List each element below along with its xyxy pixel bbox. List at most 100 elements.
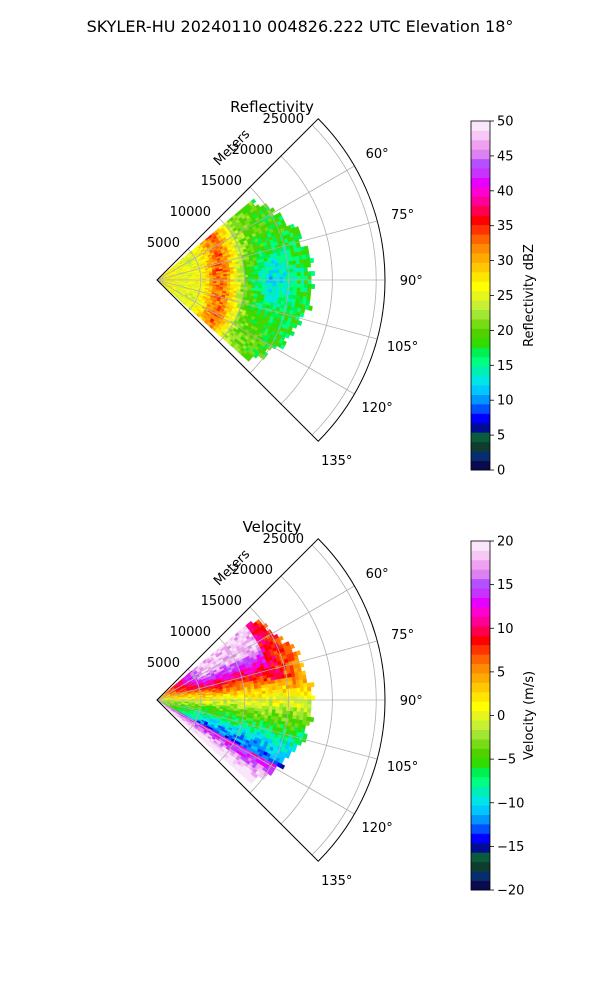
- colorbar-tick-label: −5: [497, 753, 516, 768]
- field-cell: [288, 680, 294, 686]
- field-cell: [307, 275, 312, 281]
- colorbar-swatch: [471, 701, 490, 712]
- colorbar-tick-label: 25: [497, 289, 514, 304]
- colorbar-swatch: [471, 121, 490, 131]
- field-cell: [268, 282, 273, 287]
- field-cell: [261, 273, 266, 278]
- field-cell: [262, 696, 266, 701]
- radial-tick-label: 15000: [201, 174, 242, 189]
- field-cell: [251, 697, 256, 701]
- velocity-field: [156, 619, 315, 785]
- field-cell: [282, 699, 288, 704]
- field-cell: [289, 283, 294, 288]
- theta-tick-label: 60°: [366, 147, 389, 162]
- colorbar-swatch: [471, 432, 490, 443]
- field-cell: [299, 683, 305, 689]
- field-cell: [275, 692, 280, 697]
- field-cell: [275, 696, 281, 701]
- field-cell: [240, 274, 245, 278]
- field-cell: [303, 707, 308, 713]
- colorbar-swatch: [471, 805, 490, 815]
- field-cell: [289, 703, 294, 708]
- field-cell: [258, 276, 263, 281]
- field-cell: [278, 265, 284, 270]
- field-cell: [289, 692, 294, 697]
- field-cell: [293, 691, 298, 697]
- field-cell: [272, 699, 277, 704]
- field-cell: [308, 305, 313, 311]
- radial-tick-label: 10000: [170, 625, 211, 640]
- field-cell: [240, 702, 245, 706]
- field-cell: [309, 716, 315, 723]
- field-cell: [302, 678, 308, 684]
- field-cell: [268, 690, 273, 694]
- field-cell: [310, 270, 316, 276]
- field-cell: [219, 276, 224, 279]
- field-cell: [258, 696, 263, 701]
- field-cell: [254, 271, 259, 275]
- colorbar-swatch: [471, 300, 490, 311]
- field-cell: [254, 268, 259, 273]
- field-cell: [237, 692, 242, 696]
- field-cell: [244, 272, 249, 276]
- field-cell: [282, 276, 288, 281]
- colorbar-swatch: [471, 196, 490, 207]
- field-cell: [261, 687, 266, 692]
- field-cell: [254, 688, 259, 693]
- field-cell: [272, 706, 277, 711]
- field-cell: [282, 265, 287, 270]
- field-cell: [258, 282, 263, 287]
- field-cell: [265, 696, 270, 701]
- field-cell: [226, 275, 231, 279]
- field-cell: [293, 707, 298, 712]
- field-cell: [279, 699, 284, 704]
- colorbar-swatch: [471, 786, 490, 797]
- field-cell: [251, 277, 256, 281]
- field-cell: [307, 708, 312, 714]
- colorbar-swatch: [471, 607, 490, 617]
- field-cell: [307, 695, 312, 701]
- field-cell: [293, 268, 298, 273]
- field-cell: [261, 705, 266, 710]
- field-cell: [299, 711, 305, 717]
- figure-suptitle: SKYLER-HU 20240110 004826.222 UTC Elevat…: [87, 17, 514, 36]
- field-cell: [279, 279, 284, 284]
- field-cell: [295, 650, 302, 656]
- field-cell: [275, 686, 280, 691]
- colorbar-tick-label: 30: [497, 254, 514, 269]
- field-cell: [237, 695, 242, 698]
- colorbar-tick-label: 0: [497, 709, 505, 724]
- field-cell: [299, 662, 305, 668]
- field-cell: [299, 263, 305, 269]
- field-cell: [310, 284, 316, 290]
- field-cell: [272, 279, 277, 284]
- field-cell: [301, 670, 306, 676]
- field-cell: [303, 691, 309, 697]
- colorbar-swatch: [471, 403, 490, 414]
- field-cell: [251, 282, 256, 286]
- theta-tick-label: 105°: [387, 760, 418, 775]
- field-cell: [303, 271, 309, 277]
- field-cell: [240, 694, 245, 698]
- field-cell: [300, 287, 305, 293]
- field-cell: [303, 712, 308, 718]
- field-cell: [268, 686, 273, 691]
- colorbar-swatch: [471, 710, 490, 721]
- colorbar-swatch: [471, 823, 490, 834]
- field-cell: [279, 276, 284, 281]
- field-cell: [293, 275, 298, 281]
- field-cell: [307, 699, 312, 705]
- colorbar-tick-label: 0: [497, 464, 505, 479]
- field-cell: [271, 289, 277, 294]
- field-cell: [300, 275, 305, 281]
- colorbar-swatch: [471, 205, 490, 216]
- field-cell: [284, 333, 291, 339]
- field-cell: [267, 263, 273, 268]
- field-cell: [292, 684, 298, 689]
- field-cell: [250, 686, 255, 690]
- field-cell: [261, 267, 266, 272]
- field-cell: [261, 690, 266, 695]
- colorbar: −20 −15 −10 −5 0 5 10 15 20 Velocity (m/s): [470, 535, 537, 899]
- radial-tick-label: 5000: [147, 656, 180, 671]
